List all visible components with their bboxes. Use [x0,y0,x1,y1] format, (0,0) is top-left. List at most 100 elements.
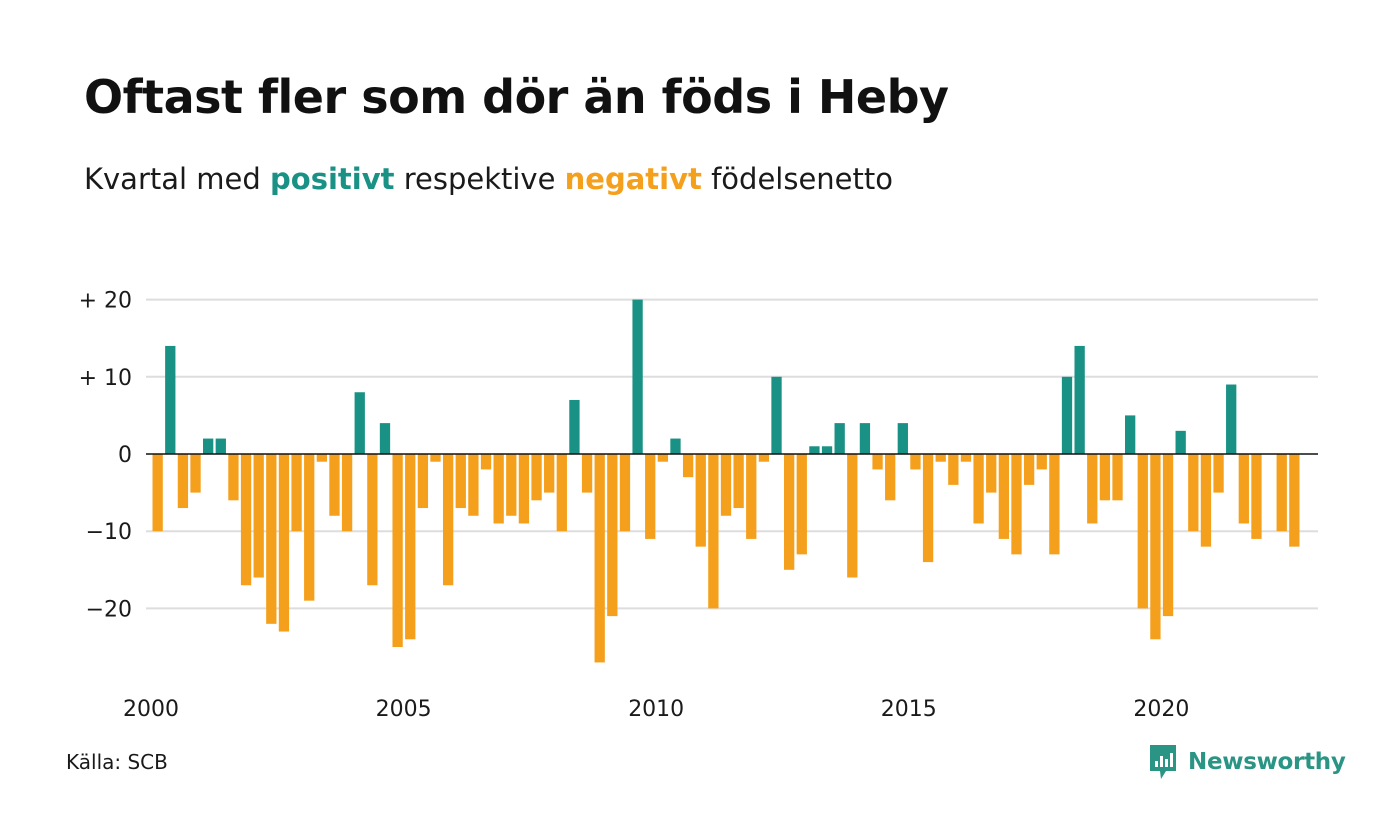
bar-negative [935,454,946,462]
bar-negative [417,454,429,509]
bar-negative [304,454,315,601]
bar-negative [442,454,454,586]
bar-negative [784,454,795,570]
bar-negative [1137,454,1148,609]
bar-negative [468,454,479,516]
bar-negative [960,454,972,462]
bar-positive [354,392,365,454]
bar-negative [190,454,201,493]
y-tick-label: 0 [118,443,132,468]
bar-negative [367,454,378,586]
bar-positive [1175,430,1186,454]
bar-negative [506,454,517,516]
bar-negative [531,454,542,501]
bar-negative [758,454,770,462]
newsworthy-logo: Newsworthy [1148,744,1346,780]
bar-negative [847,454,858,578]
bar-negative [1162,454,1174,617]
bar-negative [973,454,984,524]
x-axis-labels: 2000 2005 2010 2015 2020 [123,697,1189,722]
bar-negative [544,454,555,493]
bar-negative [253,454,264,578]
bar-negative [733,454,744,509]
y-tick-label: + 20 [79,289,132,314]
bar-negative [619,454,631,532]
bar-negative [1011,454,1022,555]
bar-negative [152,454,163,532]
bar-negative [885,454,896,501]
bar-positive [670,438,681,454]
x-tick-label: 2020 [1133,697,1189,722]
subtitle-suffix: födelsenetto [701,162,893,196]
bar-positive [821,446,833,454]
bar-negative [1200,454,1212,547]
bar-negative [872,454,883,470]
bar-negative [278,454,290,632]
bar-negative [1087,454,1098,524]
bar-negative [746,454,757,539]
newsworthy-bar-chart-logo-icon [1150,745,1176,779]
y-tick-label: + 10 [79,366,132,391]
bar-positive [379,423,391,454]
bar-negative [518,454,530,524]
bar-positive [215,438,226,454]
bar-negative [1150,454,1161,640]
x-tick-label: 2000 [123,697,179,722]
chart-subtitle: Kvartal med positivt respektive negativt… [84,162,893,196]
bar-positive [203,438,214,454]
bar-negative [1023,454,1035,485]
bar-negative [607,454,618,617]
bar-negative [1036,454,1047,470]
subtitle-middle: respektive [394,162,565,196]
bar-negative [708,454,719,609]
bar-negative [329,454,340,516]
bar-positive [834,423,845,454]
grid-lines [146,298,1318,610]
bar-negative [986,454,997,493]
bar-chart: + 20 + 10 0 −10 −20 2000 2005 2010 2015 2020 [79,289,1318,722]
bar-negative [316,454,327,462]
y-tick-label: −20 [86,597,132,622]
bar-negative [291,454,302,532]
bar-positive [859,423,871,454]
bar-negative [695,454,706,547]
bar-negative [228,454,239,501]
bar-positive [1125,415,1136,454]
bar-positive [771,376,782,454]
subtitle-prefix: Kvartal med [84,162,271,196]
bar-negative [796,454,807,555]
bar-negative [266,454,277,624]
bar-negative [1251,454,1262,539]
bar-negative [430,454,441,462]
bar-negative [1213,454,1224,493]
bar-negative [922,454,934,563]
bar-negative [341,454,353,532]
bar-negative [1049,454,1060,555]
x-tick-label: 2005 [376,697,432,722]
bar-negative [720,454,732,516]
bar-negative [1238,454,1249,524]
bar-negative [594,454,605,663]
bar-negative [645,454,656,539]
brand-name: Newsworthy [1188,749,1346,775]
x-tick-label: 2010 [628,697,684,722]
chart-title: Oftast fler som dör än föds i Heby [84,70,949,124]
bar-negative [998,454,1010,539]
y-axis-labels: + 20 + 10 0 −10 −20 [79,289,132,623]
bar-negative [1289,454,1300,547]
bar-negative [556,454,567,532]
subtitle-negative-word: negativt [564,162,702,196]
bar-negative [177,454,189,509]
x-tick-label: 2015 [881,697,937,722]
y-tick-label: −10 [86,520,132,545]
bar-positive [569,399,580,454]
bar-negative [910,454,921,470]
subtitle-positive-word: positivt [270,162,395,196]
bar-positive [632,299,643,454]
bars [152,299,1300,663]
source-note: Källa: SCB [66,750,168,774]
bar-negative [480,454,492,470]
bar-positive [809,446,820,454]
bar-negative [581,454,593,493]
bar-negative [1112,454,1123,501]
